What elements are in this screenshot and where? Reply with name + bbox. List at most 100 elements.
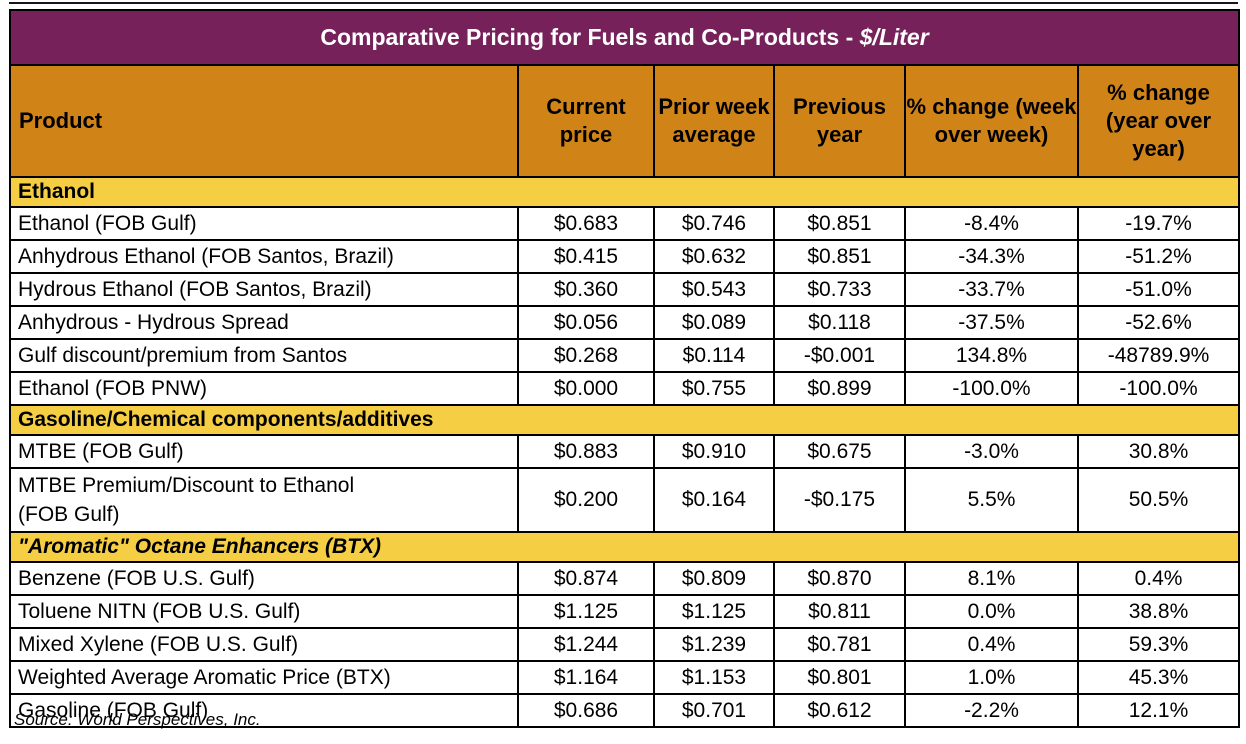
column-header-pct-change-wow: % change (week over week) (904, 64, 1079, 178)
prior-week-avg-cell: $0.114 (653, 338, 775, 373)
pct-change-yoy-cell: -19.7% (1076, 206, 1241, 241)
column-header-row: Product Current price Prior week average… (9, 64, 1241, 178)
current-price-cell: $1.164 (517, 660, 655, 695)
product-cell: Gulf discount/premium from Santos (9, 338, 519, 373)
product-cell: Weighted Average Aromatic Price (BTX) (9, 660, 519, 695)
pct-change-wow-cell: -2.2% (904, 693, 1079, 728)
column-header-product: Product (9, 64, 519, 178)
prior-week-avg-cell: $0.632 (653, 239, 775, 274)
prior-week-avg-cell: $0.089 (653, 305, 775, 340)
pct-change-yoy-cell: -52.6% (1076, 305, 1241, 340)
table-row: Benzene (FOB U.S. Gulf) $0.874 $0.809 $0… (9, 561, 1241, 596)
title-text: Comparative Pricing for Fuels and Co-Pro… (320, 24, 860, 50)
prior-week-avg-cell: $0.164 (653, 467, 775, 533)
column-header-prior-week-average: Prior week average (653, 64, 775, 178)
table-row: Toluene NITN (FOB U.S. Gulf) $1.125 $1.1… (9, 594, 1241, 629)
pct-change-yoy-cell: -48789.9% (1076, 338, 1241, 373)
current-price-cell: $0.683 (517, 206, 655, 241)
product-cell: Ethanol (FOB Gulf) (9, 206, 519, 241)
previous-year-cell: $0.612 (773, 693, 906, 728)
column-header-previous-year: Previous year (773, 64, 906, 178)
pct-change-wow-cell: 1.0% (904, 660, 1079, 695)
previous-year-cell: $0.801 (773, 660, 906, 695)
current-price-cell: $0.056 (517, 305, 655, 340)
title-row: Comparative Pricing for Fuels and Co-Pro… (8, 9, 1241, 66)
product-cell: Hydrous Ethanol (FOB Santos, Brazil) (9, 272, 519, 307)
current-price-cell: $0.883 (517, 434, 655, 469)
pct-change-yoy-cell: 50.5% (1076, 467, 1241, 533)
section-header-gasoline-chemical: Gasoline/Chemical components/additives (8, 404, 1241, 436)
prior-week-avg-cell: $0.746 (653, 206, 775, 241)
previous-year-cell: $0.851 (773, 239, 906, 274)
table-row: Gasoline (FOB Gulf) $0.686 $0.701 $0.612… (9, 693, 1241, 728)
pct-change-wow-cell: 5.5% (904, 467, 1079, 533)
prior-week-avg-cell: $0.910 (653, 434, 775, 469)
current-price-cell: $1.125 (517, 594, 655, 629)
product-cell: Anhydrous - Hydrous Spread (9, 305, 519, 340)
prior-week-avg-cell: $1.125 (653, 594, 775, 629)
prior-week-avg-cell: $0.701 (653, 693, 775, 728)
section-label: Gasoline/Chemical components/additives (8, 404, 1241, 436)
table-row: Ethanol (FOB PNW) $0.000 $0.755 $0.899 -… (9, 371, 1241, 406)
pct-change-wow-cell: -8.4% (904, 206, 1079, 241)
current-price-cell: $1.244 (517, 627, 655, 662)
current-price-cell: $0.415 (517, 239, 655, 274)
title-unit-text: $/Liter (859, 24, 929, 50)
previous-year-cell: $0.811 (773, 594, 906, 629)
table-row: MTBE (FOB Gulf) $0.883 $0.910 $0.675 -3.… (9, 434, 1241, 469)
product-cell: Gasoline (FOB Gulf) (9, 693, 519, 728)
previous-year-cell: -$0.001 (773, 338, 906, 373)
current-price-cell: $0.686 (517, 693, 655, 728)
table-title: Comparative Pricing for Fuels and Co-Pro… (8, 9, 1241, 66)
pct-change-yoy-cell: -51.0% (1076, 272, 1241, 307)
pct-change-yoy-cell: 38.8% (1076, 594, 1241, 629)
previous-year-cell: $0.675 (773, 434, 906, 469)
prior-week-avg-cell: $1.153 (653, 660, 775, 695)
pct-change-wow-cell: -3.0% (904, 434, 1079, 469)
section-header-aromatic-btx: "Aromatic" Octane Enhancers (BTX) (8, 531, 1241, 563)
prior-week-avg-cell: $0.755 (653, 371, 775, 406)
product-cell: Benzene (FOB U.S. Gulf) (9, 561, 519, 596)
table-row: Mixed Xylene (FOB U.S. Gulf) $1.244 $1.2… (9, 627, 1241, 662)
current-price-cell: $0.360 (517, 272, 655, 307)
previous-year-cell: -$0.175 (773, 467, 906, 533)
page-top-rule (9, 2, 1238, 4)
pct-change-wow-cell: -33.7% (904, 272, 1079, 307)
product-cell: Anhydrous Ethanol (FOB Santos, Brazil) (9, 239, 519, 274)
previous-year-cell: $0.899 (773, 371, 906, 406)
table-row: MTBE Premium/Discount to Ethanol (FOB Gu… (9, 467, 1241, 533)
previous-year-cell: $0.118 (773, 305, 906, 340)
pct-change-yoy-cell: -100.0% (1076, 371, 1241, 406)
pct-change-yoy-cell: 30.8% (1076, 434, 1241, 469)
product-cell: Toluene NITN (FOB U.S. Gulf) (9, 594, 519, 629)
product-cell: Ethanol (FOB PNW) (9, 371, 519, 406)
pct-change-wow-cell: -37.5% (904, 305, 1079, 340)
current-price-cell: $0.874 (517, 561, 655, 596)
previous-year-cell: $0.733 (773, 272, 906, 307)
pct-change-yoy-cell: 12.1% (1076, 693, 1241, 728)
table-row: Anhydrous Ethanol (FOB Santos, Brazil) $… (9, 239, 1241, 274)
column-header-current-price: Current price (517, 64, 655, 178)
pct-change-wow-cell: -34.3% (904, 239, 1079, 274)
table-row: Weighted Average Aromatic Price (BTX) $1… (9, 660, 1241, 695)
section-header-ethanol: Ethanol (8, 176, 1241, 208)
prior-week-avg-cell: $1.239 (653, 627, 775, 662)
pct-change-wow-cell: -100.0% (904, 371, 1079, 406)
column-header-pct-change-yoy: % change (year over year) (1076, 64, 1241, 178)
table-row: Hydrous Ethanol (FOB Santos, Brazil) $0.… (9, 272, 1241, 307)
current-price-cell: $0.000 (517, 371, 655, 406)
section-label: Ethanol (8, 176, 1241, 208)
pct-change-wow-cell: 0.0% (904, 594, 1079, 629)
source-note: Source: World Perspectives, Inc. (14, 710, 261, 729)
previous-year-cell: $0.870 (773, 561, 906, 596)
pct-change-wow-cell: 0.4% (904, 627, 1079, 662)
pct-change-yoy-cell: 0.4% (1076, 561, 1241, 596)
pct-change-wow-cell: 8.1% (904, 561, 1079, 596)
product-cell: MTBE (FOB Gulf) (9, 434, 519, 469)
prior-week-avg-cell: $0.809 (653, 561, 775, 596)
table-row: Ethanol (FOB Gulf) $0.683 $0.746 $0.851 … (9, 206, 1241, 241)
pct-change-yoy-cell: -51.2% (1076, 239, 1241, 274)
section-label: "Aromatic" Octane Enhancers (BTX) (8, 531, 1241, 563)
prior-week-avg-cell: $0.543 (653, 272, 775, 307)
